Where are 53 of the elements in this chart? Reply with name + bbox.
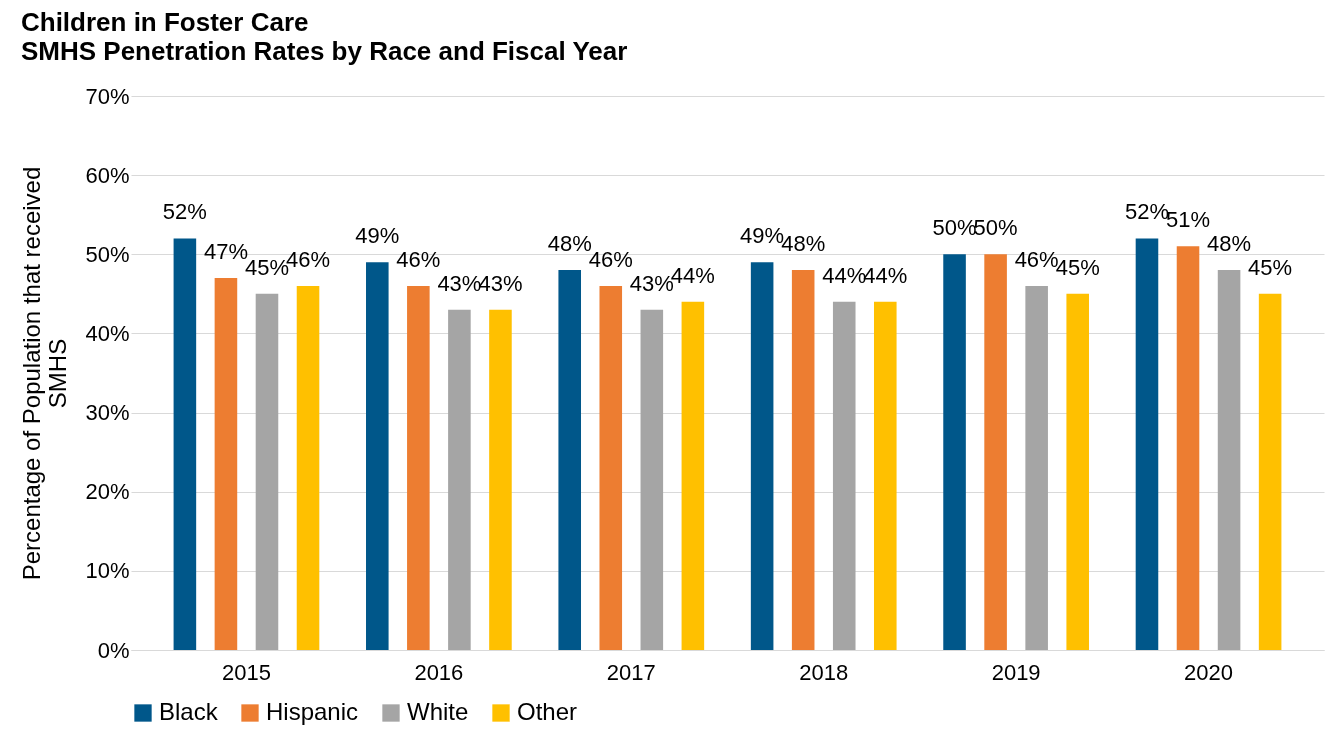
y-tick-label: 20% — [85, 479, 130, 505]
bar — [448, 309, 471, 650]
chart-subtitle: SMHS Penetration Rates by Race and Fiscal Year — [20, 36, 628, 66]
data-label: 49% — [355, 223, 400, 249]
data-label: 48% — [547, 231, 592, 257]
bar — [366, 262, 389, 650]
data-label: 52% — [162, 199, 207, 225]
x-tick-label: 2018 — [799, 659, 849, 685]
bar — [874, 301, 897, 650]
bar — [1066, 293, 1089, 650]
bar — [489, 309, 512, 650]
data-label: 46% — [396, 246, 441, 272]
x-tick-label: 2015 — [221, 659, 271, 685]
bar — [296, 285, 320, 650]
bar — [943, 254, 966, 650]
bar — [255, 293, 279, 650]
legend-label: Other — [517, 698, 578, 725]
y-axis-title: Percentage of Population that received SMHS — [18, 166, 72, 581]
bar — [791, 270, 815, 650]
y-tick-label: 50% — [85, 241, 130, 267]
legend-label: White — [407, 698, 469, 725]
bar — [1217, 270, 1241, 650]
legend-label: Black — [159, 698, 219, 725]
y-tick-label: 60% — [85, 162, 130, 188]
bar — [750, 262, 774, 650]
y-tick-label: 30% — [85, 400, 130, 426]
bar — [984, 254, 1007, 650]
data-label: 45% — [1248, 254, 1293, 280]
bar — [599, 285, 623, 650]
y-tick-label: 0% — [97, 637, 130, 663]
y-tick-label: 10% — [85, 558, 130, 584]
bar — [407, 285, 430, 650]
bar — [173, 238, 197, 650]
legend-label: Hispanic — [266, 698, 359, 725]
data-label: 47% — [203, 239, 248, 265]
x-tick-label: 2016 — [414, 659, 464, 685]
bar — [558, 270, 581, 650]
y-tick-label: 40% — [85, 320, 130, 346]
x-tick-label: 2017 — [606, 659, 656, 685]
bar — [1025, 285, 1048, 650]
bar — [681, 301, 705, 650]
bar — [640, 309, 664, 650]
bar — [214, 278, 238, 650]
chart-title: Children in Foster Care — [20, 7, 309, 37]
x-tick-label: 2020 — [1184, 659, 1234, 685]
data-label: 48% — [1207, 231, 1252, 257]
bar — [1176, 246, 1200, 650]
bar — [1258, 293, 1282, 650]
data-label: 43% — [437, 270, 482, 296]
bar — [832, 301, 856, 650]
x-tick-label: 2019 — [991, 659, 1041, 685]
y-tick-label: 70% — [85, 83, 130, 109]
bar — [1135, 238, 1159, 650]
